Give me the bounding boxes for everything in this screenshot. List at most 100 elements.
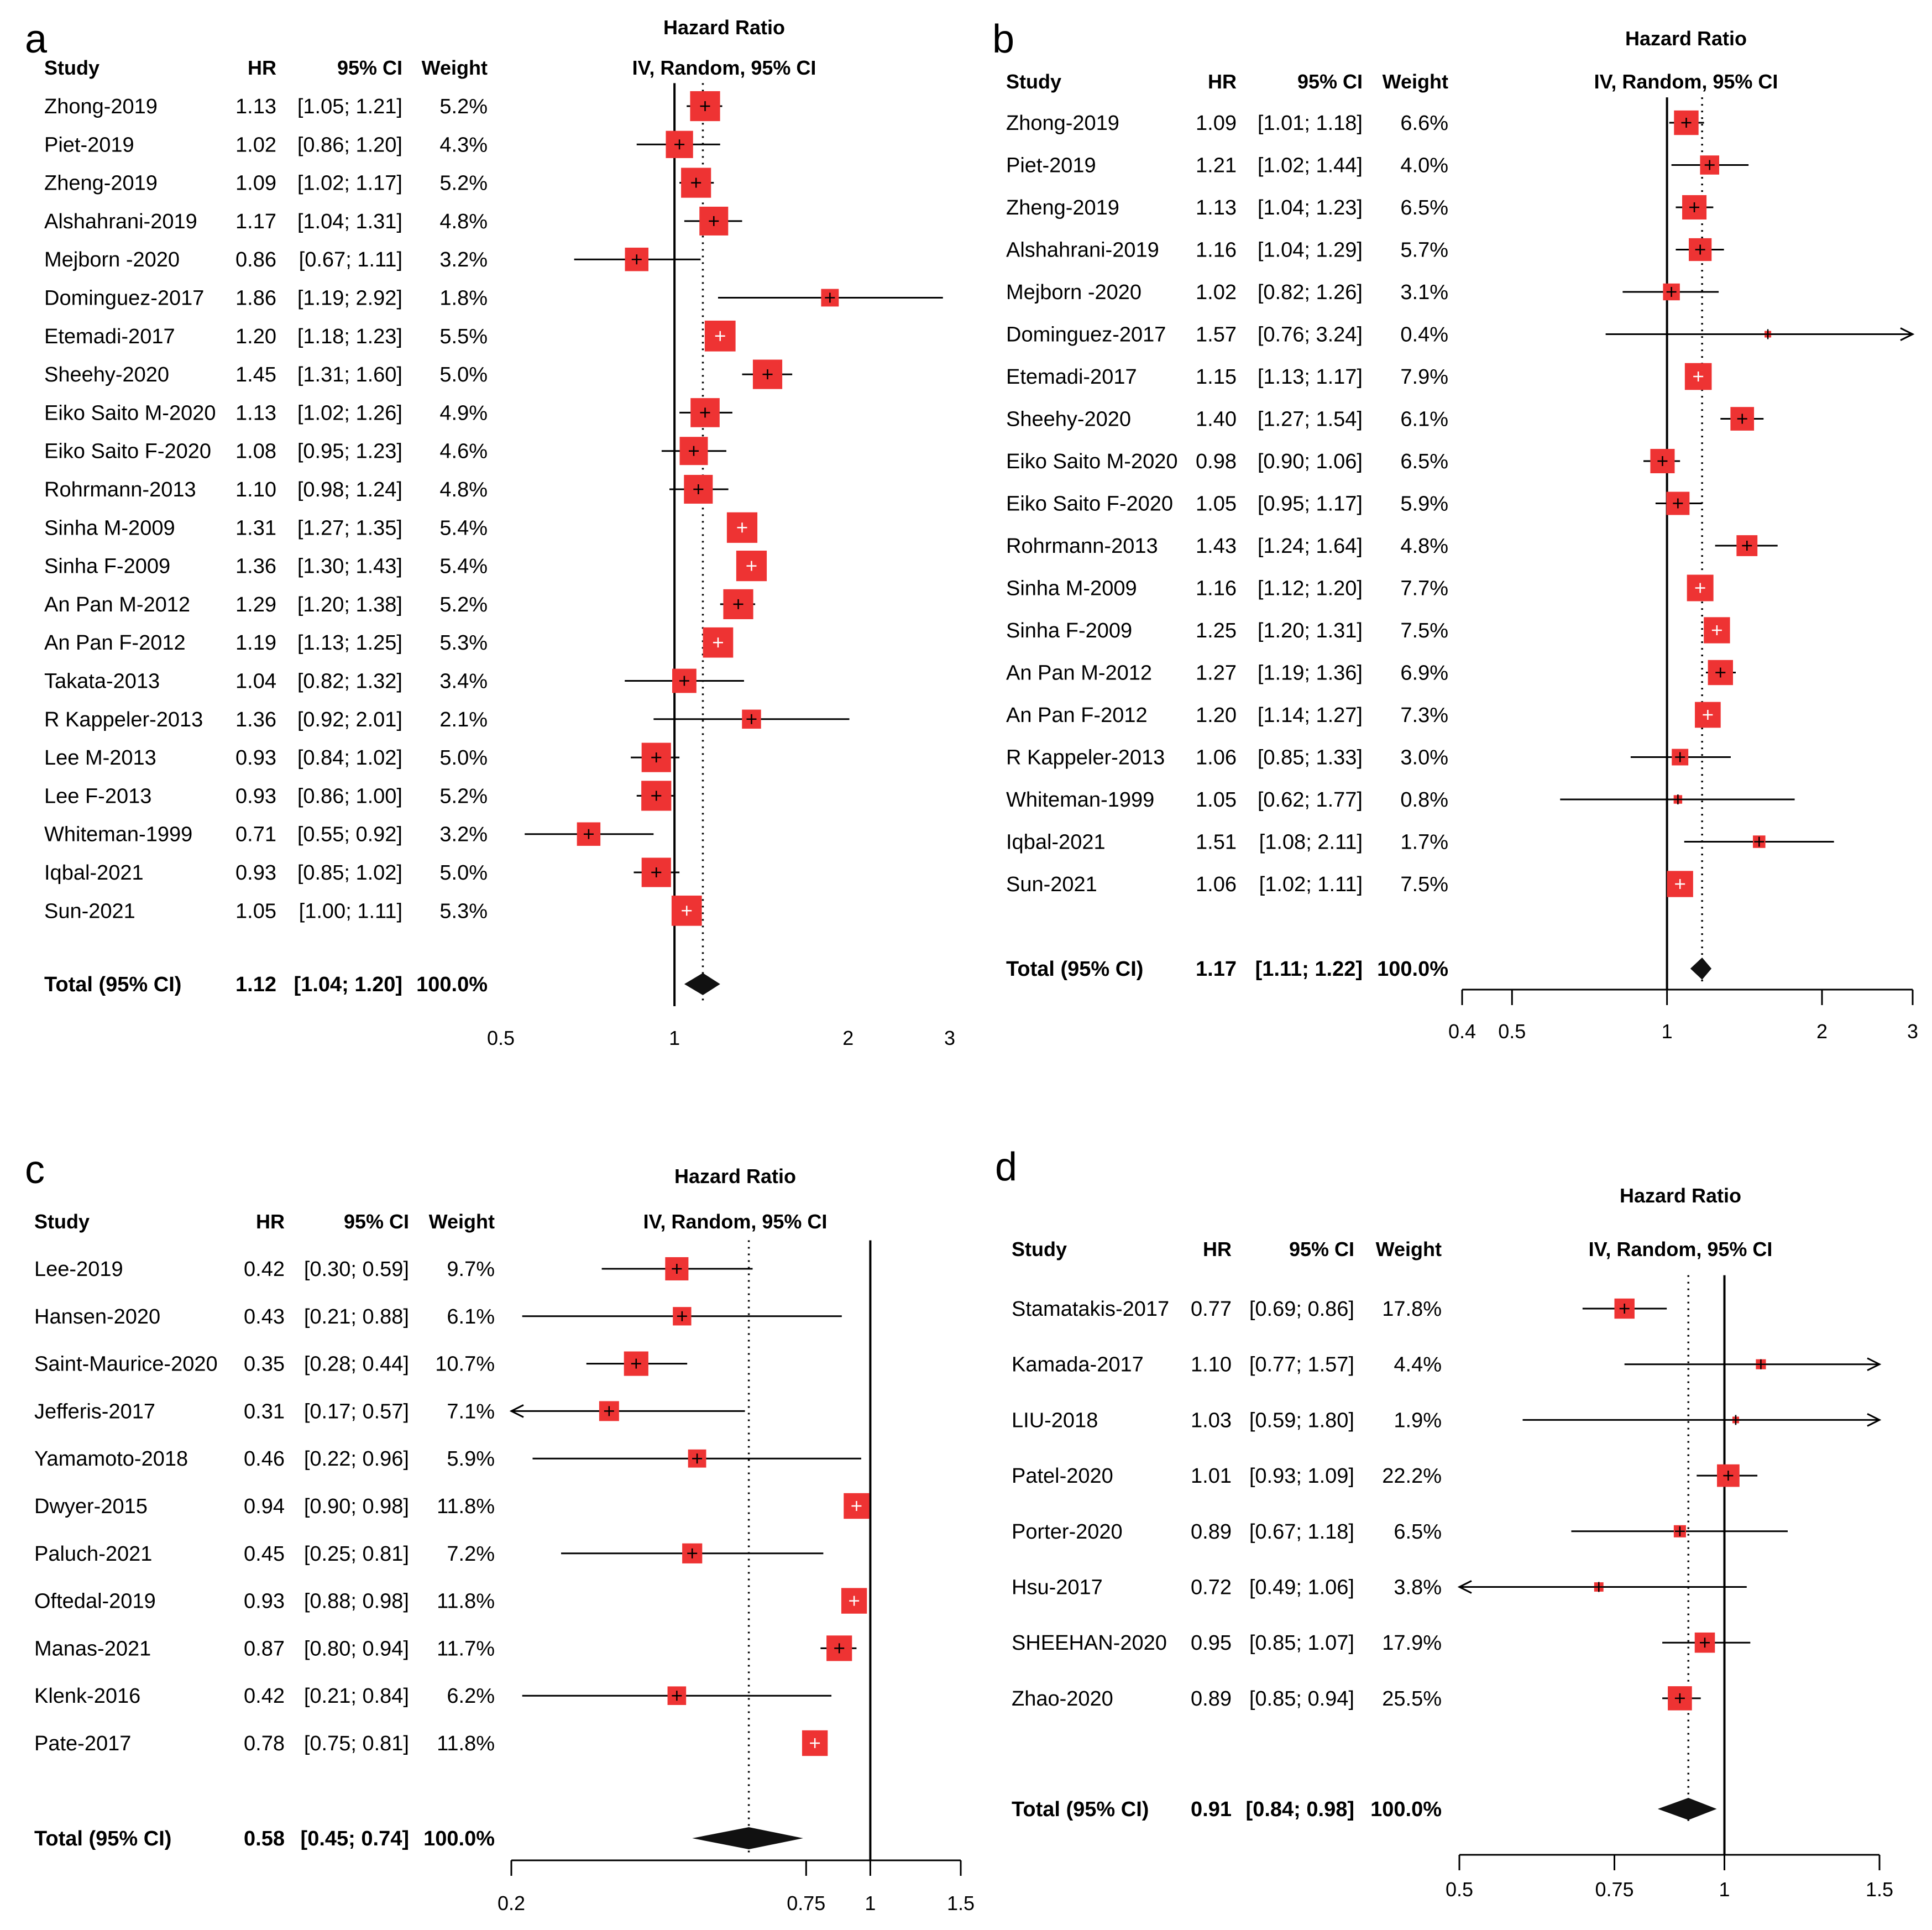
effect-subtitle: IV, Random, 95% CI <box>1589 1238 1773 1260</box>
study-row: Iqbal-2021 1.51 [1.08; 2.11] 1.7% <box>1006 831 1834 854</box>
study-weight: 6.5% <box>1400 196 1448 219</box>
study-weight: 22.2% <box>1382 1465 1442 1488</box>
study-ci: [1.14; 1.27] <box>1258 704 1363 727</box>
study-row: SHEEHAN-2020 0.95 [0.85; 1.07] 17.9% <box>1012 1631 1751 1655</box>
study-ci: [0.84; 1.02] <box>297 746 402 770</box>
study-name: Dominguez-2017 <box>44 287 204 310</box>
study-row: An Pan M-2012 1.27 [1.19; 1.36] 6.9% <box>1006 660 1736 686</box>
study-row: Iqbal-2021 0.93 [0.85; 1.02] 5.0% <box>44 857 680 887</box>
study-row: Paluch-2021 0.45 [0.25; 0.81] 7.2% <box>34 1542 824 1566</box>
study-weight: 3.8% <box>1394 1576 1442 1599</box>
study-row: Stamatakis-2017 0.77 [0.69; 0.86] 17.8% <box>1012 1298 1667 1321</box>
study-weight: 5.5% <box>439 325 488 348</box>
ci-arrow-left <box>1457 1580 1472 1594</box>
tick-label: 0.75 <box>787 1892 825 1915</box>
study-ci: [0.49; 1.06] <box>1249 1576 1354 1599</box>
study-hr: 0.89 <box>1191 1520 1232 1544</box>
study-row: Jefferis-2017 0.31 [0.17; 0.57] 7.1% <box>34 1400 745 1423</box>
study-name: Iqbal-2021 <box>44 861 144 885</box>
study-name: An Pan F-2012 <box>1006 704 1148 727</box>
column-header-study: Study <box>34 1210 90 1233</box>
study-weight: 0.8% <box>1400 788 1448 812</box>
study-row: Zheng-2019 1.09 [1.02; 1.17] 5.2% <box>44 168 714 198</box>
study-row: Patel-2020 1.01 [0.93; 1.09] 22.2% <box>1012 1464 1758 1488</box>
study-ci: [0.90; 1.06] <box>1258 450 1363 473</box>
study-ci: [1.18; 1.23] <box>297 325 402 348</box>
study-weight: 5.0% <box>439 861 488 885</box>
study-row: Mejborn -2020 1.02 [0.82; 1.26] 3.1% <box>1006 281 1719 304</box>
study-ci: [1.04; 1.29] <box>1258 239 1363 262</box>
study-ci: [0.86; 1.20] <box>297 133 402 156</box>
study-weight: 11.7% <box>437 1637 495 1660</box>
total-label: Total (95% CI) <box>1012 1798 1149 1821</box>
x-axis: 0.5 1 2 3 <box>487 1027 955 1049</box>
x-axis: 0.5 0.75 1 1.5 <box>1446 1854 1893 1901</box>
study-hr: 1.17 <box>235 210 276 233</box>
total-label: Total (95% CI) <box>34 1827 171 1850</box>
study-hr: 0.86 <box>235 248 276 271</box>
panel-label: a <box>25 17 48 61</box>
study-weight: 1.9% <box>1394 1409 1442 1432</box>
total-label: Total (95% CI) <box>44 973 181 996</box>
study-ci: [0.62; 1.77] <box>1258 788 1363 812</box>
study-weight: 7.5% <box>1400 619 1448 642</box>
total-weight: 100.0% <box>423 1827 495 1850</box>
study-weight: 4.8% <box>439 210 488 233</box>
study-row: Etemadi-2017 1.20 [1.18; 1.23] 5.5% <box>44 320 736 352</box>
study-row: An Pan F-2012 1.19 [1.13; 1.25] 5.3% <box>44 627 734 658</box>
study-row: Hansen-2020 0.43 [0.21; 0.88] 6.1% <box>34 1305 842 1328</box>
study-ci: [0.67; 1.11] <box>299 248 402 271</box>
pooled-diamond <box>692 1827 803 1849</box>
study-hr: 1.01 <box>1191 1465 1232 1488</box>
study-ci: [0.82; 1.32] <box>297 670 402 693</box>
study-name: R Kappeler-2013 <box>44 708 203 731</box>
tick-label: 2 <box>842 1027 854 1049</box>
study-name: Eiko Saito M-2020 <box>1006 450 1178 473</box>
study-weight: 2.1% <box>439 708 488 731</box>
study-weight: 1.8% <box>439 287 488 310</box>
tick-label: 1.5 <box>1866 1878 1893 1901</box>
study-weight: 6.5% <box>1400 450 1448 473</box>
study-weight: 17.8% <box>1382 1298 1442 1321</box>
study-row: Saint-Maurice-2020 0.35 [0.28; 0.44] 10.7% <box>34 1351 688 1376</box>
study-name: Mejborn -2020 <box>1006 281 1142 304</box>
study-ci: [1.19; 2.92] <box>297 287 402 310</box>
column-header-hr: HR <box>1208 70 1237 93</box>
study-name: Zheng-2019 <box>1006 196 1119 219</box>
study-name: Sinha M-2009 <box>1006 577 1137 600</box>
study-ci: [1.20; 1.31] <box>1258 619 1363 642</box>
study-hr: 0.42 <box>244 1685 285 1708</box>
study-name: Alshahrani-2019 <box>1006 239 1159 262</box>
study-row: Hsu-2017 0.72 [0.49; 1.06] 3.8% <box>1012 1576 1747 1599</box>
total-ci: [1.11; 1.22] <box>1255 958 1363 981</box>
column-header-weight: Weight <box>429 1210 495 1233</box>
study-ci: [0.77; 1.57] <box>1249 1353 1354 1377</box>
study-weight: 7.7% <box>1400 577 1448 600</box>
study-row: Dwyer-2015 0.94 [0.90; 0.98] 11.8% <box>34 1493 870 1519</box>
study-name: Sinha F-2009 <box>44 555 170 578</box>
study-hr: 1.40 <box>1196 408 1237 431</box>
study-weight: 11.8% <box>437 1732 495 1755</box>
study-hr: 1.25 <box>1196 619 1237 642</box>
study-hr: 0.87 <box>244 1637 285 1660</box>
column-header-hr: HR <box>1203 1238 1232 1260</box>
total-row: Total (95% CI) 1.12 [1.04; 1.20] 100.0% <box>44 973 720 996</box>
study-weight: 4.8% <box>1400 535 1448 558</box>
ci-arrow-left <box>509 1404 524 1418</box>
study-row: Sun-2021 1.05 [1.00; 1.11] 5.3% <box>44 895 702 926</box>
study-row: Lee-2019 0.42 [0.30; 0.59] 9.7% <box>34 1257 753 1281</box>
tick-label: 1 <box>1719 1878 1730 1901</box>
study-hr: 0.93 <box>235 746 276 770</box>
total-ci: [0.84; 0.98] <box>1246 1798 1354 1821</box>
study-row: LIU-2018 1.03 [0.59; 1.80] 1.9% <box>1012 1409 1882 1432</box>
tick-label: 0.5 <box>1498 1020 1526 1043</box>
study-hr: 0.93 <box>235 784 276 808</box>
study-name: Jefferis-2017 <box>34 1400 155 1423</box>
study-ci: [0.67; 1.18] <box>1249 1520 1354 1544</box>
study-name: Zheng-2019 <box>44 172 158 195</box>
study-row: Zhong-2019 1.13 [1.05; 1.21] 5.2% <box>44 91 722 122</box>
forest-panel-d: d Hazard Ratio IV, Random, 95% CI Study HR 95… <box>995 1145 1893 1901</box>
effect-subtitle: IV, Random, 95% CI <box>1594 70 1778 93</box>
study-weight: 0.4% <box>1400 323 1448 347</box>
study-name: Zhong-2019 <box>44 95 158 118</box>
